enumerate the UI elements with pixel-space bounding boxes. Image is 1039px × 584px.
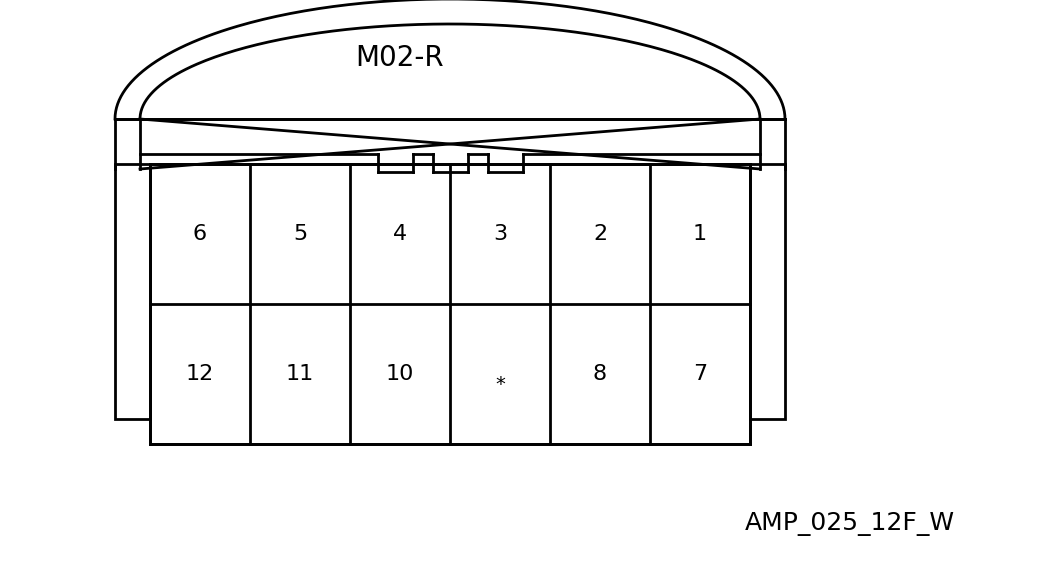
Bar xyxy=(750,164,785,419)
Text: AMP_025_12F_W: AMP_025_12F_W xyxy=(745,512,955,536)
Text: 5: 5 xyxy=(293,224,308,244)
Text: M02-R: M02-R xyxy=(355,44,445,72)
Bar xyxy=(115,164,150,419)
Text: 8: 8 xyxy=(593,364,607,384)
Text: 11: 11 xyxy=(286,364,314,384)
Text: *: * xyxy=(495,374,505,394)
Text: 1: 1 xyxy=(693,224,708,244)
Text: 2: 2 xyxy=(593,224,607,244)
Text: 12: 12 xyxy=(186,364,214,384)
Text: 7: 7 xyxy=(693,364,708,384)
Text: 10: 10 xyxy=(385,364,415,384)
Text: 4: 4 xyxy=(393,224,407,244)
Bar xyxy=(150,164,750,444)
Text: 6: 6 xyxy=(193,224,207,244)
Text: 3: 3 xyxy=(492,224,507,244)
